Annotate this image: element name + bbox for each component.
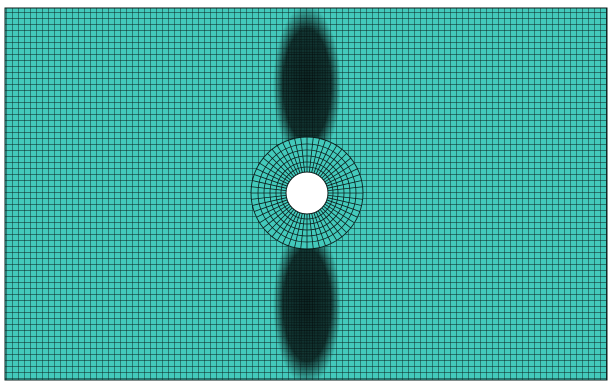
mesh-ray (300, 137, 306, 173)
mesh-ray (325, 168, 358, 185)
mesh-ray (300, 213, 306, 249)
mesh-ray (324, 162, 355, 183)
mesh-ray (252, 180, 287, 189)
mesh-ray (276, 210, 297, 241)
mesh-ray (271, 148, 295, 177)
mesh-ray (251, 186, 287, 192)
mesh-ray (317, 145, 338, 176)
mesh-ray (288, 212, 301, 246)
mesh-ray (324, 203, 355, 224)
mesh-ray (313, 212, 326, 246)
mesh-ray (254, 199, 288, 212)
mesh-ray (311, 213, 320, 248)
mesh-ray (294, 138, 303, 173)
mesh-ray (327, 194, 363, 200)
mesh-ray (308, 213, 314, 249)
mesh-ray (308, 137, 314, 173)
mesh-ray (262, 205, 291, 229)
mesh-ray (321, 153, 347, 179)
mesh-ray (276, 145, 297, 176)
plate-border (4, 7, 608, 381)
mesh-ray (282, 211, 299, 244)
radial-mesh (251, 137, 363, 249)
mesh-ring (275, 161, 339, 225)
mesh-ray (326, 199, 360, 212)
mesh-ray (259, 162, 290, 183)
mesh-ray (259, 203, 290, 224)
mesh-ray (323, 205, 352, 229)
mesh-ray (323, 157, 352, 181)
mesh-ring (257, 143, 357, 243)
mesh-ray (288, 140, 301, 174)
mesh-ray (327, 180, 362, 189)
mesh-ray (254, 174, 288, 187)
mesh-ray (327, 197, 362, 206)
mesh-ring (269, 155, 345, 231)
mesh-ray (294, 213, 303, 248)
mesh-ray (327, 186, 363, 192)
mesh-ray (321, 207, 347, 233)
mesh-ray (325, 201, 358, 218)
mesh-ray (256, 201, 289, 218)
mesh-ray (262, 157, 291, 181)
mesh-ray (282, 142, 299, 175)
mesh-ray (326, 174, 360, 187)
mesh-ray (319, 148, 343, 177)
mesh-ray (311, 138, 320, 173)
mesh-ray (256, 168, 289, 185)
mesh (5, 8, 607, 380)
mesh-ring (263, 149, 351, 237)
mesh-ray (315, 142, 332, 175)
mesh-ray (317, 210, 338, 241)
mesh-ray (252, 197, 287, 206)
mesh-ray (271, 209, 295, 238)
mesh-ray (313, 140, 326, 174)
mesh-ray (319, 209, 343, 238)
mesh-ring (280, 166, 334, 220)
mesh-ray (267, 153, 293, 179)
mesh-ray (251, 194, 287, 200)
hole (285, 171, 329, 215)
mesh-ray (315, 211, 332, 244)
mesh-ray (267, 207, 293, 233)
